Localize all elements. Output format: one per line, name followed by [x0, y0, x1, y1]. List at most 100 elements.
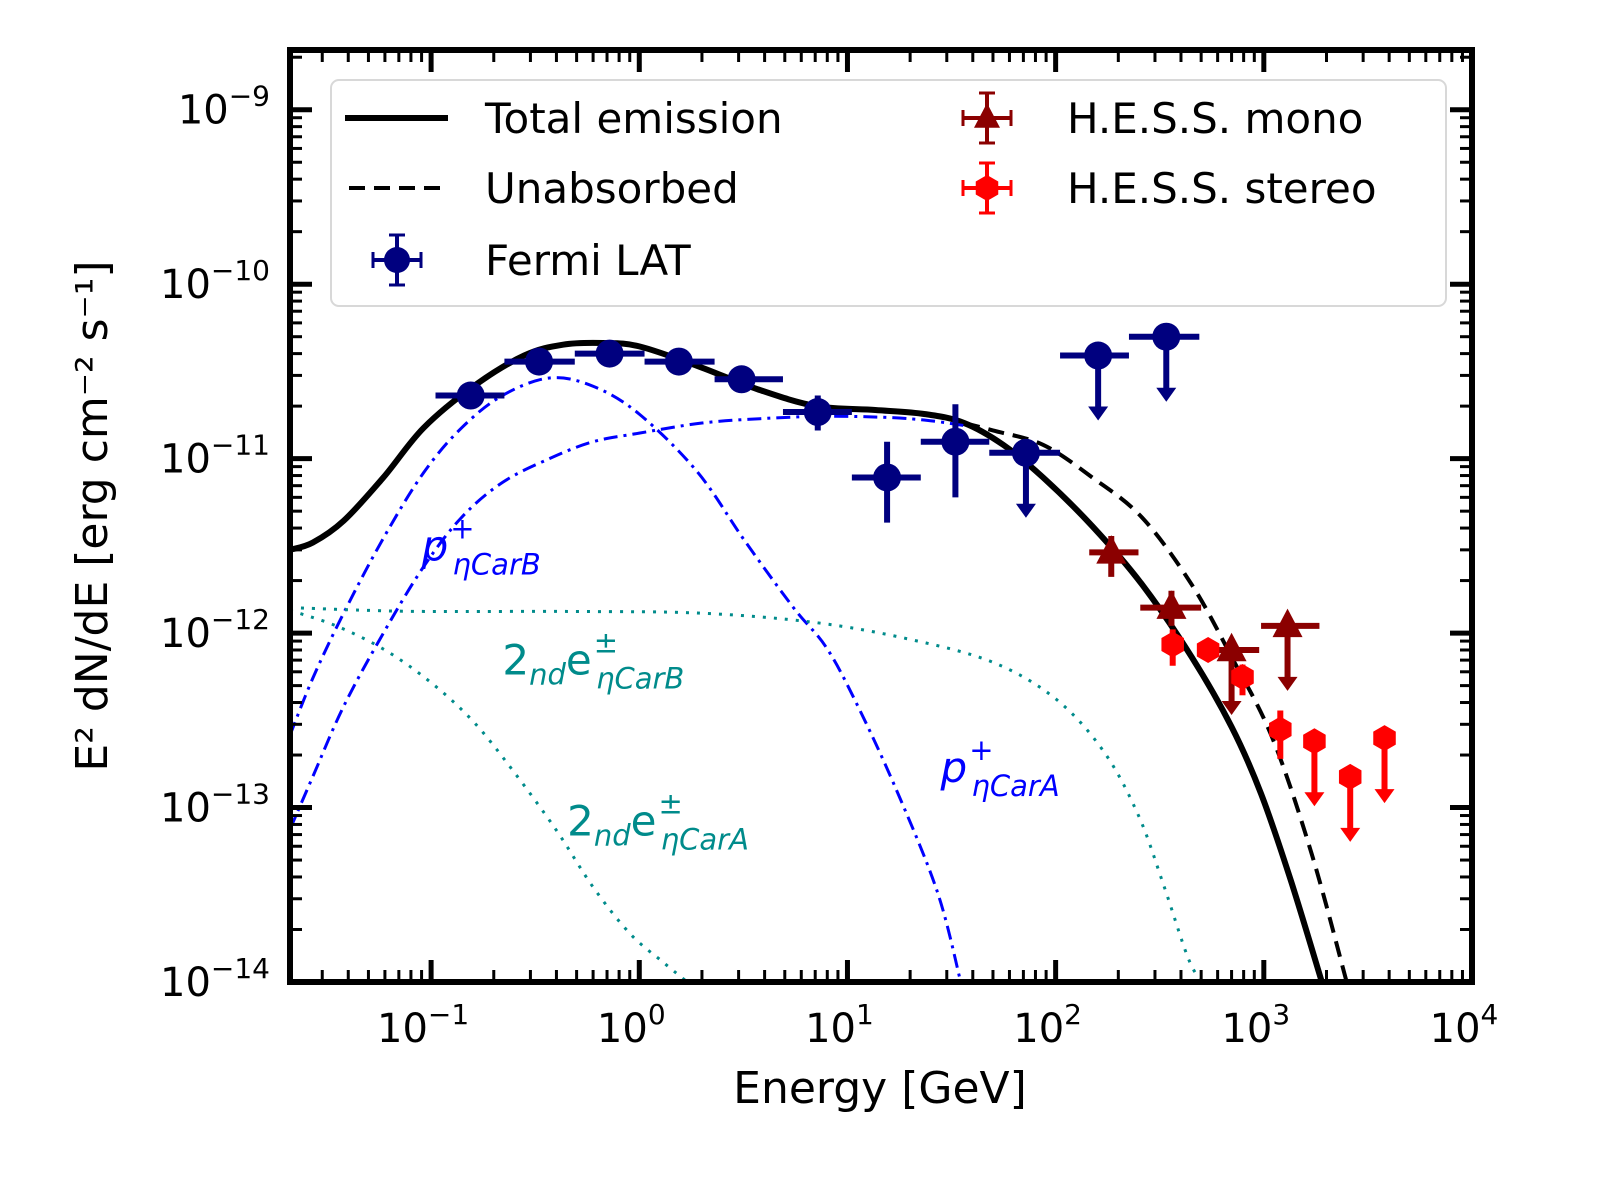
annotation-sub: ηCarB: [596, 661, 684, 695]
y-tick-base: 10: [160, 262, 211, 308]
tick-labels: 10−1 100 101 102 103 10410−910−1010−1110−1210…: [160, 80, 1498, 1052]
upper-limit-arrow: [1374, 789, 1395, 804]
x-axis-title: Energy [GeV]: [733, 1063, 1027, 1114]
upper-limit-arrow: [1156, 387, 1177, 402]
x-tick-label: 10−1: [377, 998, 469, 1052]
annotation-sub: ηCarB: [453, 548, 541, 582]
data-point: [1269, 710, 1292, 759]
annotation-eCarB: 2nde± ηCarB: [502, 625, 684, 695]
upper-limit-arrow: [1340, 827, 1361, 842]
data-point: [435, 381, 505, 410]
annotation-base: p: [421, 522, 449, 571]
x-tick-label: 100: [597, 998, 666, 1052]
legend-label: Total emission: [484, 94, 783, 143]
data-point: [782, 395, 852, 431]
annotation-sup: ±: [594, 625, 618, 659]
annotation-sup: +: [969, 733, 993, 767]
x-tick-base: 10: [1430, 1006, 1481, 1052]
data-point: [714, 365, 783, 394]
x-tick-exponent: 1: [856, 998, 874, 1031]
marker-circle: [803, 398, 832, 427]
marker-circle: [873, 463, 902, 492]
marker-hexagon: [1373, 725, 1396, 752]
legend-label: Unabsorbed: [485, 164, 739, 213]
annotation-pCarA: p+ ηCarA: [940, 733, 1060, 803]
annotation-pCarB: p+ ηCarB: [421, 512, 541, 582]
series-fermi-lat: [435, 322, 1200, 523]
data-point: [920, 404, 990, 498]
y-tick-exponent: −12: [211, 603, 270, 636]
data-points: [435, 322, 1396, 842]
annotation-sub: ηCarA: [661, 823, 749, 857]
marker-hexagon: [1196, 637, 1220, 664]
marker-circle: [1011, 438, 1040, 467]
y-tick-base: 10: [160, 960, 211, 1006]
x-tick-label: 103: [1221, 998, 1290, 1052]
marker-hexagon: [975, 175, 999, 201]
upper-limit-arrow: [1304, 792, 1325, 807]
curve-2nd-e-cara: [290, 608, 689, 982]
data-point: [1060, 341, 1129, 421]
annotation-prefix-sub: nd: [594, 819, 631, 853]
plot-frame: [287, 47, 1475, 985]
legend-entry: Total emission: [345, 94, 783, 143]
y-tick-label: 10−9: [178, 80, 270, 134]
marker-hexagon: [1338, 763, 1362, 790]
marker-triangle: [1096, 535, 1127, 564]
legend-entry: H.E.S.S. mono: [961, 91, 1363, 145]
data-point: [644, 347, 715, 376]
series-h-e-s-s-mono: [1089, 535, 1320, 716]
y-tick-exponent: −11: [211, 429, 270, 462]
marker-hexagon: [1231, 664, 1254, 691]
y-tick-base: 10: [160, 786, 211, 832]
x-tick-base: 10: [805, 1006, 856, 1052]
marker-circle: [384, 247, 410, 273]
x-tick-base: 10: [1013, 1006, 1064, 1052]
annotation-sub: ηCarA: [972, 769, 1060, 803]
upper-limit-arrow: [1277, 676, 1298, 691]
model-curves: [290, 339, 1349, 982]
annotation-base: p: [940, 743, 968, 792]
series-h-e-s-s-stereo: [1161, 629, 1396, 842]
curve-p-cara: [290, 414, 964, 830]
x-tick-label: 104: [1430, 998, 1499, 1052]
legend: Total emission Unabsorbed Fermi LAT H.E.S.S…: [330, 79, 1447, 307]
y-tick-label: 10−11: [160, 429, 270, 483]
marker-circle: [1152, 322, 1181, 351]
data-point: [1338, 763, 1362, 842]
curve-total-emission: [290, 339, 1325, 982]
x-tick-exponent: 2: [1064, 998, 1082, 1031]
x-tick-label: 101: [805, 998, 874, 1052]
legend-label: H.E.S.S. mono: [1067, 94, 1363, 143]
annotation-prefix: 2: [567, 797, 594, 846]
marker-triangle: [974, 103, 1000, 128]
legend-entry: Fermi LAT: [371, 233, 691, 287]
data-point: [1089, 535, 1139, 577]
y-tick-exponent: −13: [211, 778, 270, 811]
x-tick-exponent: 4: [1481, 998, 1499, 1031]
x-tick-label: 102: [1013, 998, 1082, 1052]
legend-label: H.E.S.S. stereo: [1067, 164, 1377, 213]
curve-unabsorbed: [963, 421, 1349, 982]
legend-entry: H.E.S.S. stereo: [961, 161, 1377, 215]
x-tick-base: 10: [1221, 1006, 1272, 1052]
marker-circle: [525, 347, 554, 376]
data-point: [1303, 728, 1326, 807]
marker-triangle: [1216, 632, 1247, 662]
x-tick-base: 10: [377, 1006, 428, 1052]
annotation-prefix: 2: [502, 635, 529, 684]
data-point: [1140, 590, 1202, 626]
upper-limit-arrow: [1015, 503, 1036, 518]
y-tick-label: 10−12: [160, 603, 270, 657]
annotation-sup: ±: [658, 787, 682, 821]
data-point: [574, 339, 645, 368]
legend-entry: Unabsorbed: [349, 164, 739, 213]
annotation-prefix-sub: nd: [529, 657, 566, 691]
x-tick-exponent: 3: [1272, 998, 1290, 1031]
y-axis-title: E² dN/dE [erg cm⁻² s⁻¹]: [67, 260, 118, 771]
marker-circle: [941, 427, 970, 456]
legend-label: Fermi LAT: [485, 236, 691, 285]
x-tick-exponent: 0: [648, 998, 666, 1031]
